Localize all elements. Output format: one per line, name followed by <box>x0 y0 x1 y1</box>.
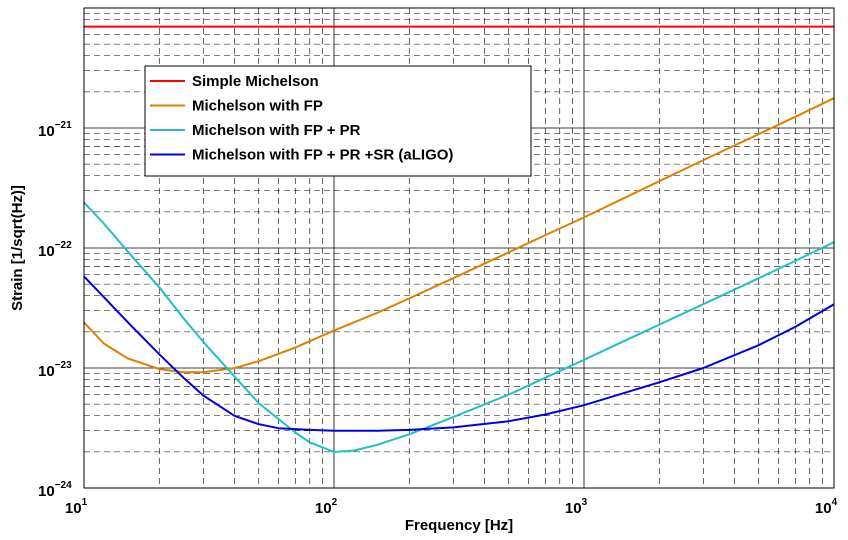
series-line-3 <box>83 201 835 453</box>
x-tick-label: 104 <box>815 497 838 517</box>
legend-label: Michelson with FP + PR <box>192 122 361 139</box>
x-tick-label: 103 <box>565 497 588 517</box>
series-line-2 <box>83 97 835 374</box>
y-tick-label: 10−22 <box>38 240 72 260</box>
legend-label: Simple Michelson <box>192 73 319 90</box>
series-layer <box>83 25 835 453</box>
x-tick-label: 102 <box>315 497 338 517</box>
x-axis-title: Frequency [Hz] <box>405 517 513 534</box>
y-tick-label: 10−24 <box>38 480 72 500</box>
x-tick-label: 101 <box>65 497 88 517</box>
y-tick-label: 10−21 <box>38 120 72 140</box>
series-line-4 <box>83 275 835 432</box>
y-tick-label: 10−23 <box>38 360 72 380</box>
y-axis-title: Strain [1/sqrt(Hz)] <box>9 185 26 311</box>
legend-label: Michelson with FP <box>192 98 323 115</box>
legend-box <box>144 65 532 177</box>
legend: Simple Michelson Michelson with FP Michels… <box>144 65 532 177</box>
x-tick-labels: 101 102 103 104 <box>65 497 838 517</box>
legend-label: Michelson with FP + PR +SR (aLIGO) <box>192 147 453 164</box>
plot-frame <box>83 7 835 489</box>
y-tick-labels: 10−24 10−23 10−22 10−21 <box>38 120 72 500</box>
